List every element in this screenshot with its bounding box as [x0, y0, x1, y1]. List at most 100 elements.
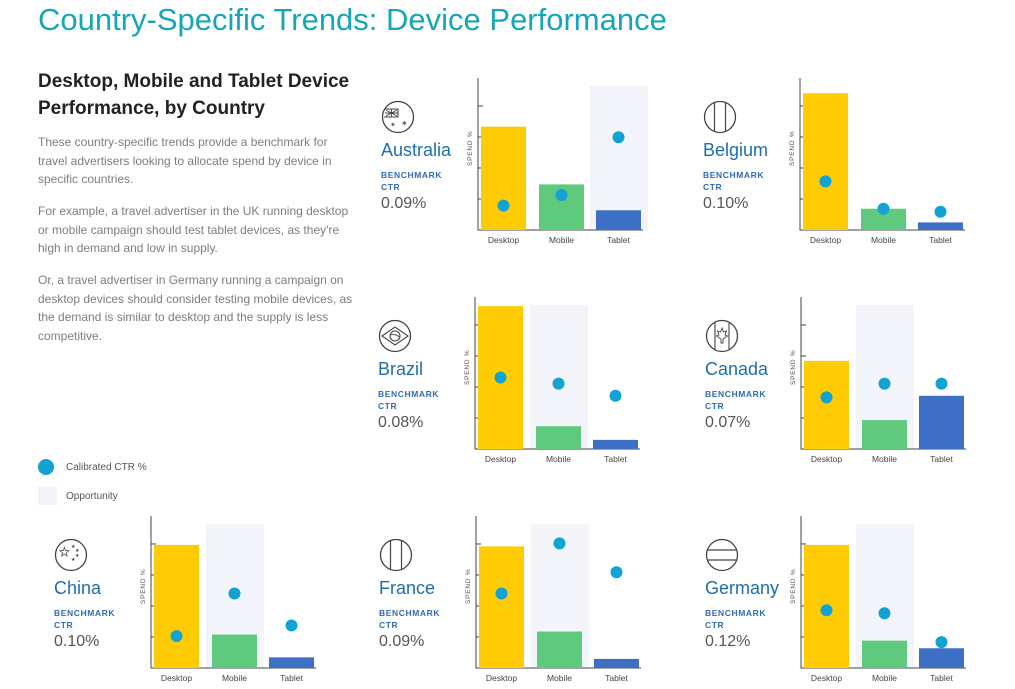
china-x-tick-label: Mobile — [222, 673, 247, 683]
canada-ctr-dot-desktop — [820, 391, 833, 404]
svg-text:✶: ✶ — [401, 119, 408, 128]
brazil-ctr-dot-tablet — [609, 389, 622, 402]
canada-bar-desktop — [804, 360, 849, 449]
france-country-name: France — [379, 578, 436, 598]
china-axis — [150, 516, 316, 669]
belgium-device-chart: SPEND % Desktop Mobile Tablet — [789, 78, 965, 245]
france-x-tick-label: Tablet — [605, 673, 628, 683]
germany-axis — [800, 516, 966, 669]
brazil-benchmark-ctr-value: 0.08% — [378, 414, 424, 431]
china-bar-tablet — [269, 657, 314, 668]
france-bar-mobile — [537, 631, 582, 668]
legend-opportunity-label: Opportunity — [66, 491, 118, 502]
canada-y-axis-label: SPEND % — [790, 349, 797, 385]
example-uk-paragraph: For example, a travel advertiser in the … — [38, 204, 349, 255]
brazil-y-axis-label: SPEND % — [464, 349, 471, 385]
belgium-benchmark-label: BENCHMARK CTR — [703, 170, 765, 192]
brazil-x-tick-label: Tablet — [604, 454, 627, 464]
belgium-flag-icon — [703, 100, 737, 134]
china-x-tick-label: Desktop — [161, 673, 192, 683]
brazil-bar-mobile — [536, 426, 581, 449]
china-ctr-dot-desktop — [170, 630, 183, 643]
china-device-chart: SPEND % Desktop Mobile Tablet — [140, 516, 316, 683]
germany-benchmark-label: BENCHMARK CTR — [705, 608, 767, 630]
france-ctr-dot-tablet — [610, 566, 623, 579]
legend-ctr-label: Calibrated CTR % — [66, 462, 147, 473]
brazil-ctr-dot-desktop — [494, 371, 507, 384]
svg-text:✶: ✶ — [390, 121, 396, 129]
france-device-chart: SPEND % Desktop Mobile Tablet — [465, 516, 641, 683]
australia-device-chart: SPEND % Desktop Mobile Tablet — [467, 78, 648, 245]
brazil-device-chart: SPEND % Desktop Mobile Tablet — [464, 297, 640, 464]
canada-country-name: Canada — [705, 359, 769, 379]
canada-ctr-dot-tablet — [935, 377, 948, 390]
germany-ctr-dot-mobile — [878, 607, 891, 620]
australia-x-tick-label: Mobile — [549, 235, 574, 245]
france-y-axis-label: SPEND % — [465, 568, 472, 604]
canada-axis — [800, 297, 966, 450]
australia-ctr-dot-mobile — [555, 189, 568, 202]
australia-country-name: Australia — [381, 140, 452, 160]
canada-x-tick-label: Mobile — [872, 454, 897, 464]
france-ctr-dot-mobile — [553, 537, 566, 550]
australia-bar-tablet — [596, 210, 641, 230]
intro-paragraph: These country-specific trends provide a … — [38, 135, 332, 186]
canada-bar-tablet — [919, 395, 964, 449]
brazil-flag-icon — [378, 319, 412, 353]
belgium-y-axis-label: SPEND % — [789, 130, 796, 166]
brazil-opportunity-mobile — [530, 305, 588, 449]
belgium-ctr-dot-mobile — [877, 202, 890, 215]
belgium-axis — [799, 78, 965, 231]
canada-x-tick-label: Desktop — [811, 454, 842, 464]
australia-x-tick-label: Tablet — [607, 235, 630, 245]
france-benchmark-label: BENCHMARK CTR — [379, 608, 441, 630]
france-bar-tablet — [594, 658, 639, 668]
france-ctr-dot-desktop — [495, 587, 508, 600]
australia-bar-desktop — [481, 126, 526, 230]
germany-x-tick-label: Desktop — [811, 673, 842, 683]
australia-opportunity-tablet — [590, 86, 648, 230]
svg-text:★: ★ — [71, 557, 76, 563]
svg-text:★: ★ — [59, 545, 70, 559]
france-axis — [475, 516, 641, 669]
australia-y-axis-label: SPEND % — [467, 130, 474, 166]
germany-device-chart: SPEND % Desktop Mobile Tablet — [790, 516, 966, 683]
germany-bar-mobile — [862, 640, 907, 668]
australia-ctr-dot-desktop — [497, 199, 510, 212]
china-bar-desktop — [154, 544, 199, 668]
canada-device-chart: SPEND % Desktop Mobile Tablet — [790, 297, 966, 464]
belgium-bar-tablet — [918, 222, 963, 230]
germany-ctr-dot-desktop — [820, 604, 833, 617]
belgium-bar-mobile — [861, 208, 906, 230]
australia-flag-icon: ✶✶ — [381, 100, 415, 134]
brazil-country-name: Brazil — [378, 359, 424, 379]
france-bar-desktop — [479, 546, 524, 668]
canada-bar-mobile — [862, 420, 907, 449]
brazil-benchmark-label: BENCHMARK CTR — [378, 389, 440, 411]
page-title: Country-Specific Trends: Device Performa… — [38, 2, 667, 37]
belgium-ctr-dot-desktop — [819, 175, 832, 188]
china-country-name: China — [54, 578, 102, 598]
germany-bar-tablet — [919, 648, 964, 668]
germany-benchmark-ctr-value: 0.12% — [705, 633, 751, 650]
australia-ctr-dot-tablet — [612, 131, 625, 144]
china-ctr-dot-mobile — [228, 587, 241, 600]
australia-benchmark-label: BENCHMARK CTR — [381, 170, 443, 192]
germany-y-axis-label: SPEND % — [790, 568, 797, 604]
china-ctr-dot-tablet — [285, 619, 298, 632]
australia-benchmark-ctr-value: 0.09% — [381, 195, 427, 212]
belgium-bar-desktop — [803, 93, 848, 230]
legend-opportunity-swatch — [38, 486, 57, 505]
svg-text:★: ★ — [75, 553, 80, 559]
brazil-axis — [474, 297, 640, 450]
canada-benchmark-label: BENCHMARK CTR — [705, 389, 767, 411]
germany-x-tick-label: Tablet — [930, 673, 953, 683]
australia-x-tick-label: Desktop — [488, 235, 519, 245]
example-germany-paragraph: Or, a travel advertiser in Germany runni… — [38, 273, 353, 343]
belgium-x-tick-label: Mobile — [871, 235, 896, 245]
belgium-x-tick-label: Desktop — [810, 235, 841, 245]
germany-country-name: Germany — [705, 578, 780, 598]
germany-flag-icon — [705, 538, 739, 572]
legend-ctr-dot-icon — [38, 459, 54, 475]
china-x-tick-label: Tablet — [280, 673, 303, 683]
